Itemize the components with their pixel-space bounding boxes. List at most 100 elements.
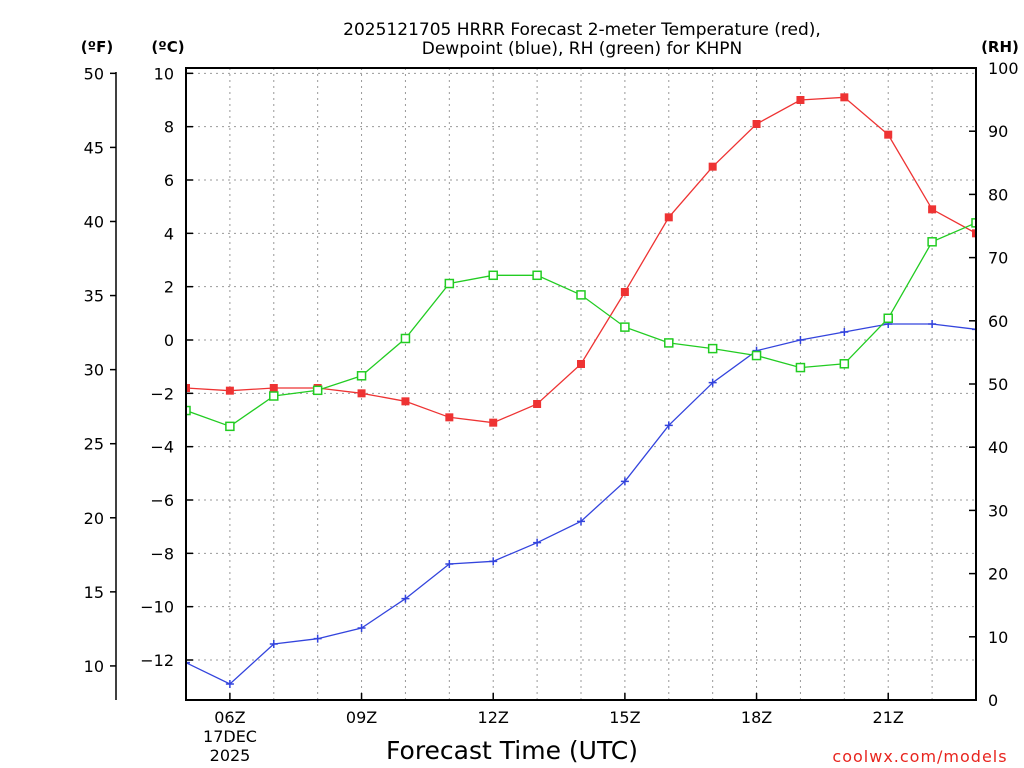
fahrenheit-tick-label: 10	[84, 657, 104, 676]
rh-tick-label: 10	[988, 628, 1008, 647]
fahrenheit-tick-label: 50	[84, 64, 104, 83]
fahrenheit-tick-label: 40	[84, 212, 104, 231]
temperature-point	[577, 360, 585, 368]
rh-point	[488, 270, 498, 281]
celsius-tick-label: 2	[164, 278, 174, 297]
celsius-tick-label: −6	[150, 491, 174, 510]
celsius-tick-label: −12	[140, 651, 174, 670]
x-tick-label: 21Z	[873, 708, 904, 727]
rh-point	[707, 343, 718, 354]
rh-point	[971, 218, 976, 228]
rh-point	[186, 405, 191, 416]
temperature-point	[884, 130, 893, 139]
rh-tick-label: 50	[988, 375, 1008, 394]
temperature-point	[972, 229, 976, 238]
rh-series	[186, 218, 976, 432]
temperature-point	[357, 389, 366, 398]
rh-point	[927, 237, 937, 247]
temperature-point	[225, 386, 234, 395]
dewpoint-point	[928, 320, 937, 328]
credit-text: coolwx.com/models	[832, 747, 1007, 766]
dewpoint-point	[313, 634, 322, 643]
rh-tick-label: 30	[988, 501, 1008, 520]
rh-tick-label: 80	[988, 185, 1008, 204]
rh-line	[186, 222, 976, 428]
temperature-point	[708, 162, 717, 171]
dewpoint-point	[577, 517, 585, 526]
x-tick-label: 06Z	[214, 708, 245, 727]
temperature-point	[186, 384, 190, 392]
rh-point	[751, 350, 762, 361]
rh-point	[400, 333, 411, 344]
dewpoint-point	[708, 378, 717, 387]
rh-tick-label: 70	[988, 249, 1008, 268]
fahrenheit-tick-label: 25	[84, 435, 104, 454]
temperature-point	[269, 384, 278, 392]
x-tick-label: 15Z	[609, 708, 640, 727]
celsius-tick-label: 4	[164, 224, 174, 243]
dewpoint-point	[489, 557, 498, 566]
temperature-point	[664, 213, 673, 222]
axes: 06Z 09Z 12Z 15Z 18Z 21Z1086420−2−4−6−8−10−125…	[84, 59, 1019, 727]
temperature-point	[401, 397, 410, 406]
rh-point	[839, 359, 850, 369]
fahrenheit-unit-label: (ºF)	[81, 38, 113, 56]
temperature-point	[620, 288, 629, 296]
temperature-point	[752, 120, 761, 128]
fahrenheit-tick-label: 35	[84, 287, 104, 306]
date-label-year: 2025	[210, 746, 251, 765]
rh-point	[269, 391, 279, 401]
celsius-tick-label: 10	[154, 64, 174, 83]
temperature-point	[533, 400, 542, 408]
temperature-point	[796, 96, 805, 104]
dewpoint-series	[186, 320, 976, 688]
rh-tick-label: 20	[988, 565, 1008, 584]
plot-frame	[185, 67, 977, 701]
celsius-tick-label: 6	[164, 171, 174, 190]
temperature-point	[928, 205, 937, 214]
dewpoint-point	[840, 328, 849, 336]
rh-point	[576, 290, 586, 300]
rh-point	[225, 421, 235, 432]
dewpoint-point	[620, 477, 629, 486]
fahrenheit-tick-label: 20	[84, 509, 104, 528]
data-series	[186, 93, 976, 688]
dewpoint-line	[186, 323, 976, 685]
celsius-tick-label: −8	[150, 544, 174, 563]
dewpoint-point	[357, 624, 366, 632]
celsius-tick-label: −10	[140, 598, 174, 617]
rh-tick-label: 60	[988, 312, 1008, 331]
chart-title-line1: 2025121705 HRRR Forecast 2-meter Tempera…	[343, 20, 821, 40]
x-tick-label: 09Z	[346, 708, 377, 727]
temperature-point	[489, 418, 498, 427]
rh-point	[444, 278, 455, 289]
temperature-point	[445, 413, 454, 422]
rh-point	[312, 385, 323, 396]
dewpoint-point	[533, 538, 542, 547]
rh-point	[664, 338, 674, 348]
x-axis-title: Forecast Time (UTC)	[386, 736, 638, 765]
dewpoint-point	[796, 336, 805, 344]
rh-point	[795, 362, 806, 373]
dewpoint-point	[269, 640, 278, 648]
fahrenheit-tick-label: 45	[84, 138, 104, 157]
celsius-tick-label: −4	[150, 438, 174, 457]
fahrenheit-tick-label: 15	[84, 583, 104, 602]
dewpoint-point	[972, 325, 976, 334]
dewpoint-point	[445, 560, 454, 568]
grid-lines	[185, 68, 977, 700]
chart-title-line2: Dewpoint (blue), RH (green) for KHPN	[422, 39, 742, 59]
rh-point	[356, 371, 367, 381]
celsius-unit-label: (ºC)	[151, 38, 184, 56]
x-tick-label: 12Z	[478, 708, 509, 727]
rh-point	[532, 270, 542, 281]
dewpoint-point	[186, 658, 190, 667]
dewpoint-point	[401, 594, 410, 603]
rh-tick-label: 100	[988, 59, 1019, 78]
rh-tick-label: 0	[988, 691, 998, 710]
date-label-day: 17DEC	[203, 727, 257, 746]
celsius-tick-label: 8	[164, 118, 174, 137]
x-tick-label: 18Z	[741, 708, 772, 727]
dewpoint-point	[664, 421, 673, 430]
